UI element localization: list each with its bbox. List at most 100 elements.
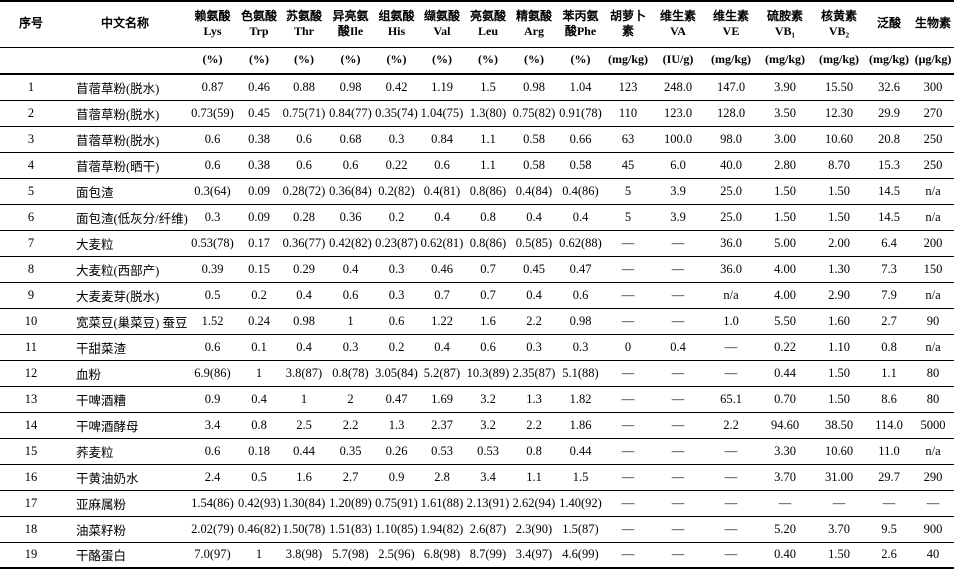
value-cell: 0.84(77) <box>329 105 372 120</box>
row-number: 10 <box>24 313 38 328</box>
value-cell: 0.58 <box>569 157 592 172</box>
value-cell: 0.6 <box>572 287 589 302</box>
value-cell: 114.0 <box>875 417 903 432</box>
value-cell: 0.66 <box>569 131 592 146</box>
column-unit <box>62 47 188 74</box>
value-cell: 0.42(82) <box>329 235 372 250</box>
value-cell: 1 <box>300 391 308 406</box>
value-cell: 36.0 <box>720 261 742 276</box>
value-cell: 0.35 <box>339 443 362 458</box>
column-header: 精氨酸 Arg <box>511 1 557 47</box>
value-cell: 0.42(93) <box>238 495 281 510</box>
ingredient-name: 油菜籽粉 <box>76 523 127 538</box>
value-cell: 1.6 <box>296 469 312 484</box>
value-cell: 0.88 <box>293 79 315 94</box>
value-cell: 12.30 <box>824 105 854 120</box>
value-cell: 1.30 <box>828 261 850 276</box>
value-cell: 0.5 <box>204 287 221 302</box>
value-cell: 40 <box>926 547 940 562</box>
value-cell: — <box>724 339 738 354</box>
value-cell: 1.3 <box>526 391 542 406</box>
value-cell: 0.44 <box>293 443 315 458</box>
column-header-label: 序号 <box>18 16 43 31</box>
table-row: 6 面包渣(低灰分/纤维) 0.3 0.09 0.28 0.36 0.2 0.4 0.8 0.4 0… <box>0 204 954 230</box>
value-cell: 3.90 <box>774 79 796 94</box>
value-cell: 0.6 <box>204 339 221 354</box>
table-row: 14 干啤酒酵母 3.4 0.8 2.5 2.2 1.3 2.37 3.2 2.2 1.86 — — 2.… <box>0 412 954 438</box>
column-header-label: 亮氨酸 Leu <box>469 8 506 39</box>
value-cell: n/a <box>925 287 941 302</box>
value-cell: 0.2(82) <box>378 183 415 198</box>
value-cell: 1 <box>347 313 354 328</box>
ingredient-name: 干啤酒酵母 <box>76 419 139 434</box>
value-cell: — <box>671 417 685 432</box>
value-cell: 94.60 <box>770 417 800 432</box>
value-cell: 0.35(74) <box>375 105 418 120</box>
column-header: 中文名称 <box>62 1 188 47</box>
column-unit: (%) <box>340 52 361 67</box>
value-cell: 0.9 <box>204 391 221 406</box>
value-cell: 0.28(72) <box>282 183 326 198</box>
column-header: 苯丙氨酸Phe <box>557 1 604 47</box>
value-cell: 1.5(87) <box>562 521 599 536</box>
value-cell: 0.36(84) <box>329 183 372 198</box>
row-number: 18 <box>24 521 38 536</box>
column-header-label: 维生素 VA <box>659 8 696 39</box>
value-cell: 0.84 <box>431 131 453 146</box>
column-unit: (mg/kg) <box>608 52 648 67</box>
value-cell: 80 <box>926 391 940 406</box>
ingredient-name: 干啤酒糟 <box>76 393 127 408</box>
value-cell: 1.5 <box>572 469 589 484</box>
value-cell: 0.4(84) <box>515 183 553 198</box>
value-cell: 0.8(78) <box>332 365 369 380</box>
value-cell: 2.2 <box>526 417 542 432</box>
value-cell: 100.0 <box>663 131 693 146</box>
ingredient-name: 苜蓿草粉(晒干) <box>76 159 160 174</box>
value-cell: 0.4(81) <box>423 183 461 198</box>
table-row: 10 宽菜豆(巢菜豆) 蚕豆 1.52 0.24 0.98 1 0.6 1.22 1.6 2.2 0… <box>0 308 954 334</box>
value-cell: 150 <box>923 261 943 276</box>
row-number: 3 <box>27 131 35 146</box>
column-unit: (%) <box>570 52 591 67</box>
column-unit: (mg/kg) <box>765 52 805 67</box>
value-cell: 1.19 <box>431 79 453 94</box>
row-number: 16 <box>24 469 38 484</box>
value-cell: 1.50(78) <box>282 521 326 536</box>
value-cell: 290 <box>923 469 943 484</box>
value-cell: — <box>671 235 685 250</box>
value-cell: 0.7 <box>480 261 496 276</box>
table-body: 1 苜蓿草粉(脱水) 0.87 0.46 0.88 0.98 0.42 1.19 1.5 0.98… <box>0 74 954 568</box>
value-cell: n/a <box>925 339 941 354</box>
column-header: 异亮氨酸Ile <box>327 1 374 47</box>
row-number: 19 <box>24 547 38 562</box>
value-cell: 98.0 <box>720 131 742 146</box>
value-cell: 3.70 <box>828 521 850 536</box>
value-cell: 2.80 <box>774 157 796 172</box>
value-cell: — <box>621 261 635 276</box>
value-cell: 0.3 <box>572 339 589 354</box>
value-cell: 1.50 <box>828 547 850 562</box>
value-cell: 2.35(87) <box>512 365 556 380</box>
value-cell: 123 <box>618 79 638 94</box>
column-header: 胡萝卜素 <box>604 1 652 47</box>
ingredient-name: 大麦粒 <box>76 237 114 252</box>
column-header-label: 异亮氨酸Ile <box>332 8 369 39</box>
value-cell: 14.5 <box>878 183 900 198</box>
value-cell: 65.1 <box>720 391 742 406</box>
column-header: 赖氨酸 Lys <box>188 1 237 47</box>
value-cell: 110 <box>618 105 638 120</box>
value-cell: 1.50 <box>774 183 796 198</box>
value-cell: 29.7 <box>878 469 900 484</box>
table-head: 序号 中文名称 赖氨酸 Lys 色氨酸 Trp 苏氨酸 Thr 异亮氨酸Ile 组氨酸 Hi… <box>0 1 954 74</box>
value-cell: 0.47 <box>569 261 592 276</box>
column-unit: (μg/kg) <box>914 52 952 67</box>
value-cell: — <box>621 313 635 328</box>
value-cell: 3.9 <box>670 183 686 198</box>
value-cell: 1.50 <box>774 209 796 224</box>
column-unit: (%) <box>294 52 314 67</box>
value-cell: 2.37 <box>431 417 453 432</box>
units-row: (%) (%) (%) (%) (%) (%) (%) (%) (%) (mg/kg) (IU/g)… <box>0 47 954 74</box>
value-cell: 1.1 <box>526 469 542 484</box>
value-cell: — <box>671 365 685 380</box>
value-cell: — <box>621 365 635 380</box>
